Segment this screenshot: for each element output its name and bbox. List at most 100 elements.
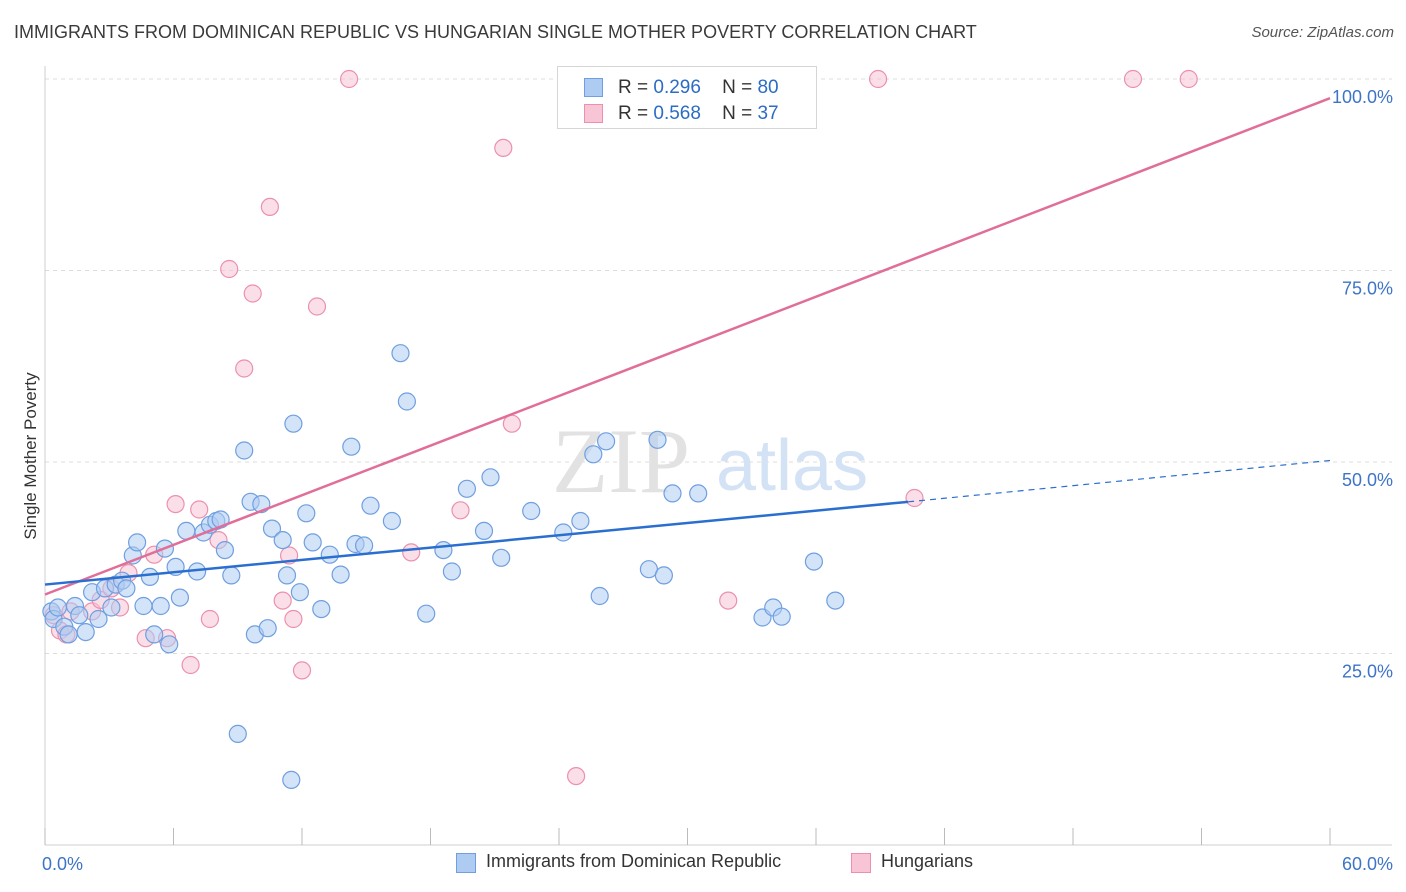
watermark-atlas: atlas	[716, 426, 868, 506]
dominican-point-37	[258, 619, 277, 638]
dominican-point-43	[297, 504, 316, 523]
r-value: 0.568	[653, 103, 701, 124]
hungarians-point-33	[868, 69, 888, 89]
dominican-point-32	[222, 566, 241, 585]
dominican-point-47	[331, 565, 350, 584]
hungarians-point-17	[220, 259, 239, 279]
hungarians-point-12	[166, 495, 185, 514]
dominican-trend-line	[44, 500, 909, 586]
legend-text-hungarians: R = 0.568 N = 37	[618, 103, 779, 125]
hungarians-point-20	[260, 197, 279, 216]
legend-swatch-dominican	[584, 78, 603, 97]
r-label: R =	[618, 77, 649, 98]
dominican-point-59	[474, 521, 494, 541]
hungarians-point-24	[292, 661, 312, 680]
dominican-point-57	[442, 562, 461, 581]
trend-lines	[44, 96, 1331, 596]
dominican-points	[42, 344, 845, 790]
series-legend: Immigrants from Dominican Republic Hunga…	[0, 851, 1406, 879]
dominican-point-56	[434, 540, 453, 560]
dominican-point-11	[102, 598, 121, 617]
y-tick-label-1: 50.0%	[1342, 470, 1393, 490]
y-tick-label-3: 100.0%	[1332, 87, 1393, 107]
hungarians-point-27	[451, 501, 470, 520]
dominican-point-18	[140, 567, 159, 587]
dominican-point-7	[76, 622, 95, 642]
series-label-dominican: Immigrants from Dominican Republic	[486, 851, 782, 871]
hungarians-point-18	[235, 359, 254, 378]
dominican-point-65	[584, 445, 603, 464]
axes	[44, 66, 1392, 846]
dominican-point-72	[689, 484, 708, 503]
hungarians-point-34	[905, 488, 924, 508]
dominican-point-44	[303, 533, 322, 552]
dominican-point-20	[151, 596, 170, 616]
dominican-point-76	[804, 552, 824, 571]
n-label: N =	[722, 103, 753, 124]
n-value: 80	[757, 77, 779, 98]
dominican-point-33	[235, 441, 254, 460]
chart-title: IMMIGRANTS FROM DOMINICAN REPUBLIC VS HU…	[14, 22, 977, 42]
dominican-point-70	[654, 566, 674, 585]
hungarians-point-26	[340, 69, 359, 89]
dominican-point-52	[382, 511, 401, 531]
series-swatch-hungarians	[851, 853, 871, 873]
hungarians-points	[44, 69, 1198, 786]
hungarians-point-13	[181, 655, 200, 675]
y-tick-label-0: 25.0%	[1342, 662, 1393, 682]
hungarians-trend-line	[44, 96, 1331, 596]
dominican-point-58	[457, 479, 476, 498]
source-label: Source: ZipAtlas.com	[1251, 24, 1394, 41]
r-value: 0.296	[653, 77, 701, 98]
dominican-point-41	[284, 414, 303, 433]
dominican-point-14	[117, 579, 136, 598]
dominican-point-6	[70, 606, 89, 625]
hungarians-point-19	[243, 284, 262, 303]
dominican-point-51	[361, 496, 380, 515]
dominican-point-66	[590, 586, 609, 606]
dominican-point-53	[391, 344, 410, 363]
legend-text-dominican: R = 0.296 N = 80	[618, 77, 779, 99]
y-axis-title: Single Mother Poverty	[21, 372, 40, 540]
dominican-point-17	[134, 596, 153, 616]
dominican-point-61	[492, 548, 511, 567]
dominican-point-75	[772, 607, 791, 626]
dominican-point-38	[262, 519, 282, 538]
dominican-point-50	[355, 536, 374, 555]
hungarians-point-35	[1123, 69, 1143, 89]
hungarians-point-14	[190, 500, 209, 519]
dominican-point-67	[596, 432, 616, 451]
hungarians-point-23	[284, 609, 303, 629]
dominican-point-39	[273, 530, 292, 550]
dominican-point-48	[342, 437, 361, 456]
hungarians-point-36	[1179, 69, 1198, 89]
dominican-point-55	[417, 604, 436, 623]
dominican-point-45	[312, 599, 331, 619]
dominican-point-71	[663, 484, 682, 503]
hungarians-point-28	[494, 138, 513, 157]
dominican-point-16	[128, 533, 147, 552]
dominican-point-24	[170, 588, 189, 607]
dominican-point-42	[290, 583, 309, 602]
dominican-point-62	[522, 501, 541, 521]
grid-lines	[45, 78, 1392, 654]
hungarians-point-31	[566, 766, 586, 786]
dominican-point-19	[145, 625, 164, 644]
dominican-point-64	[571, 511, 590, 531]
dominican-point-31	[215, 540, 234, 560]
y-tick-label-2: 75.0%	[1342, 279, 1393, 299]
dominican-point-54	[397, 392, 416, 411]
dominican-point-46	[320, 545, 339, 564]
dominican-point-69	[648, 430, 667, 449]
hungarians-point-21	[273, 591, 292, 610]
hungarians-point-30	[402, 543, 421, 562]
n-label: N =	[722, 77, 753, 98]
n-value: 37	[757, 103, 779, 124]
dominican-point-22	[160, 635, 179, 654]
dominican-point-60	[481, 468, 500, 487]
dominican-point-79	[282, 770, 301, 790]
dominican-point-78	[228, 724, 247, 744]
axis-labels: 25.0% 50.0% 75.0% 100.0% 0.0% 60.0%	[42, 87, 1393, 874]
hungarians-point-15	[200, 609, 219, 629]
